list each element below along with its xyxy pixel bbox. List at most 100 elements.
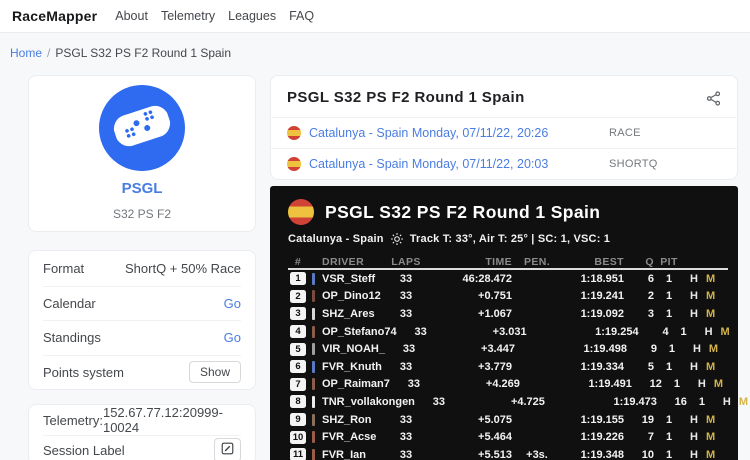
points-show-button[interactable]: Show (188, 361, 241, 384)
laps-value: 33 (399, 431, 413, 444)
tyre-hard: H (697, 378, 707, 391)
quali-position: 16 (674, 395, 687, 408)
driver-name: OP_Stefano74 (322, 325, 397, 338)
telemetry-card: Telemetry: 152.67.77.12:20999-10024 Sess… (28, 404, 256, 460)
telemetry-value: 152.67.77.12:20999-10024 (102, 405, 223, 435)
brand-logo[interactable]: RaceMapper (12, 8, 98, 24)
team-color-bar (312, 395, 315, 408)
share-icon[interactable] (704, 89, 723, 108)
tyre-hard: H (690, 307, 699, 320)
quali-position: 12 (649, 378, 662, 391)
results-table: # DRIVER LAPS TIME PEN. BEST Q PIT 1 VSR… (288, 255, 748, 460)
pit-stops: 1 (698, 395, 705, 408)
driver-name: FVR_Knuth (322, 360, 382, 373)
position-badge: 11 (290, 448, 306, 460)
result-row: 8 TNR_vollakongen 33 +4.725 1:19.473 16 … (288, 393, 748, 411)
laps-value: 33 (399, 307, 413, 320)
nav-link[interactable]: FAQ (289, 9, 315, 23)
quali-position: 7 (647, 431, 654, 444)
position-badge: 10 (290, 430, 306, 444)
result-row: 11 FVR_Ian 33 +5.513 +3s. 1:19.348 10 1 … (288, 446, 728, 460)
tyre-medium: M (713, 378, 724, 391)
league-logo (99, 85, 185, 171)
nav-link[interactable]: About (115, 9, 148, 23)
laps-value: 33 (399, 290, 413, 303)
col-laps: LAPS (391, 255, 421, 268)
quali-position: 4 (662, 325, 669, 338)
session-type-badge: SHORTQ (609, 158, 658, 170)
points-system-label: Points system (43, 364, 124, 380)
pit-stops: 1 (668, 343, 676, 356)
session-row-race[interactable]: Catalunya - Spain Monday, 07/11/22, 20:2… (271, 117, 737, 148)
tyre-medium: M (705, 413, 717, 426)
league-info-card: Format ShortQ + 50% Race Calendar Go Sta… (28, 250, 256, 390)
position-badge: 7 (290, 377, 306, 391)
time-value: +5.513 (478, 448, 512, 460)
driver-name: OP_Dino12 (322, 290, 381, 303)
nav-link[interactable]: Telemetry (160, 9, 216, 23)
team-color-bar (312, 378, 315, 391)
telemetry-label: Telemetry: (43, 412, 103, 428)
tyre-hard: H (722, 395, 732, 408)
session-row-shortq[interactable]: Catalunya - Spain Monday, 07/11/22, 20:0… (271, 148, 737, 179)
laps-value: 33 (407, 378, 420, 391)
event-sessions-card: PSGL S32 PS F2 Round 1 Spain Catalunya -… (270, 75, 738, 180)
event-title: PSGL S32 PS F2 Round 1 Spain (287, 89, 525, 106)
standings-row: Standings Go (43, 320, 241, 355)
pit-stops: 1 (665, 431, 673, 444)
pit-stops: 1 (665, 290, 673, 303)
team-color-bar (312, 290, 315, 303)
standings-go-link[interactable]: Go (223, 330, 241, 346)
time-value: +3.031 (492, 325, 527, 338)
calendar-row: Calendar Go (43, 285, 241, 321)
driver-name: SHZ_Ares (322, 307, 375, 320)
team-color-bar (312, 325, 315, 338)
league-name: PSGL (121, 180, 163, 197)
breadcrumb-current: PSGL S32 PS F2 Round 1 Spain (55, 46, 232, 60)
driver-name: FVR_Ian (322, 448, 367, 460)
quali-position: 9 (650, 343, 657, 356)
laps-value: 33 (399, 272, 413, 285)
calendar-go-link[interactable]: Go (223, 295, 241, 311)
col-q: Q (645, 255, 654, 268)
spain-flag-icon (288, 199, 314, 225)
tyre-medium: M (705, 448, 717, 460)
session-label: Session Label (43, 442, 125, 458)
position-badge: 5 (290, 342, 306, 356)
tyre-hard: H (692, 343, 702, 356)
laps-value: 33 (402, 343, 416, 356)
best-lap-value: 1:19.092 (580, 307, 624, 320)
col-driver: DRIVER (322, 255, 365, 268)
position-badge: 9 (290, 413, 306, 427)
laps-value: 33 (432, 395, 446, 408)
session-link[interactable]: Catalunya - Spain Monday, 07/11/22, 20:0… (309, 157, 549, 171)
best-lap-value: 1:19.226 (580, 431, 624, 444)
team-color-bar (312, 413, 315, 426)
team-color-bar (312, 307, 315, 320)
tyre-hard: H (690, 272, 699, 285)
col-pos: # (294, 255, 302, 268)
tyre-medium: M (705, 360, 717, 373)
edit-session-label-button[interactable] (214, 438, 241, 460)
spain-flag-icon (287, 126, 301, 140)
time-value: +0.751 (478, 290, 512, 303)
format-row: Format ShortQ + 50% Race (43, 251, 241, 286)
nav-link[interactable]: Leagues (228, 9, 277, 23)
sun-icon (390, 232, 404, 246)
pit-stops: 1 (680, 325, 687, 338)
edit-icon (221, 442, 234, 458)
position-badge: 3 (290, 307, 306, 321)
race-results-panel: PSGL S32 PS F2 Round 1 Spain Catalunya -… (270, 186, 748, 460)
session-link[interactable]: Catalunya - Spain Monday, 07/11/22, 20:2… (309, 126, 549, 140)
league-profile-card: PSGL S32 PS F2 (28, 75, 256, 232)
tyre-medium: M (738, 395, 750, 408)
breadcrumb-home-link[interactable]: Home (10, 46, 43, 60)
team-color-bar (312, 343, 315, 356)
driver-name: SHZ_Ron (322, 413, 372, 426)
